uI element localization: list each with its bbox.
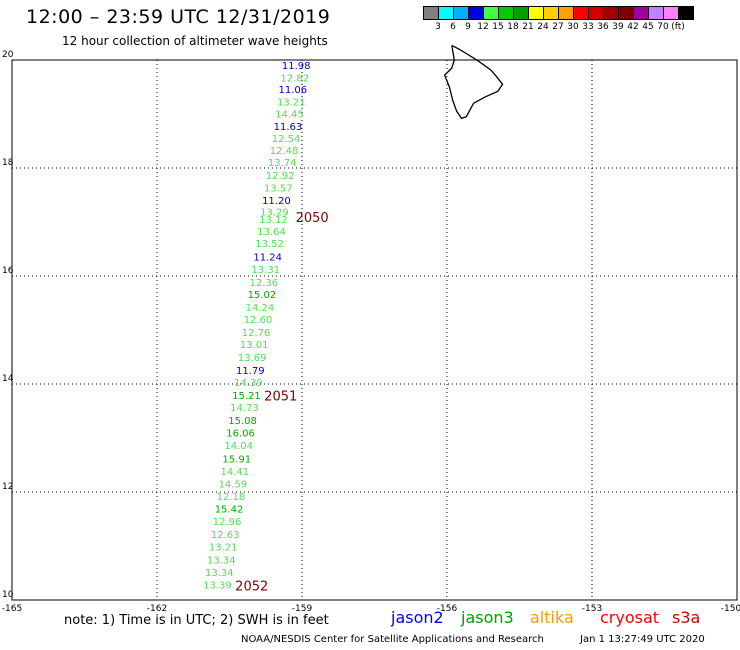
color-scale-label: 27 [552, 22, 564, 32]
color-scale-bar [423, 6, 694, 20]
wave-height-value: 13.52 [255, 239, 284, 250]
wave-height-value: 11.63 [274, 122, 303, 133]
x-tick-label: -156 [437, 604, 458, 614]
y-tick-label: 18 [2, 158, 14, 168]
hour-marker: 2052 [235, 579, 268, 594]
wave-height-value: 13.39 [203, 580, 232, 591]
color-scale-label: 30 [567, 22, 579, 32]
wave-height-value: 12.54 [272, 134, 301, 145]
x-tick-label: -162 [147, 604, 167, 614]
wave-height-value: 14.39 [234, 378, 263, 389]
wave-height-value: 14.24 [246, 303, 275, 314]
wave-height-value: 13.12 [259, 215, 288, 226]
legend-s3a: s3a [672, 608, 701, 627]
coastline-big-island [443, 44, 504, 120]
wave-height-value: 15.02 [248, 290, 277, 301]
wave-height-value: 12.18 [217, 492, 246, 503]
color-scale-label: (ft) [671, 22, 685, 32]
y-tick-label: 14 [2, 374, 14, 384]
wave-height-value: 13.34 [205, 568, 234, 579]
wave-height-value: 14.45 [275, 109, 304, 120]
wave-height-value: 13.34 [207, 556, 236, 567]
color-scale-label: 6 [450, 22, 456, 32]
x-tick-label: -165 [2, 604, 22, 614]
wave-height-value: 14.73 [230, 403, 259, 414]
legend-jason3: jason3 [461, 608, 514, 627]
color-scale-label: 24 [537, 22, 549, 32]
color-scale-label: 9 [465, 22, 471, 32]
wave-height-value: 15.42 [215, 505, 244, 516]
page-subtitle: 12 hour collection of altimeter wave hei… [62, 34, 328, 48]
generated-timestamp: Jan 1 13:27:49 UTC 2020 [580, 634, 705, 645]
wave-height-value: 13.29 [260, 208, 289, 219]
y-tick-label: 20 [2, 50, 14, 60]
credit-text: NOAA/NESDIS Center for Satellite Applica… [241, 634, 544, 645]
wave-height-value: 13.21 [277, 98, 306, 109]
wave-height-value: 16.06 [226, 429, 255, 440]
legend-cryosat: cryosat [600, 608, 660, 627]
wave-height-value: 14.41 [220, 467, 249, 478]
color-scale-labels: 3 6 9 12 15 18 21 24 27 30 33 36 39 42 45 70 (ft) [423, 22, 740, 36]
color-scale-label: 33 [582, 22, 594, 32]
color-scale-label: 12 [477, 22, 489, 32]
color-scale-label: 42 [627, 22, 639, 32]
wave-height-value: 13.57 [264, 183, 293, 194]
page-title: 12:00 – 23:59 UTC 12/31/2019 [26, 6, 331, 28]
legend-jason2: jason2 [391, 608, 444, 627]
wave-height-value: 12.82 [280, 73, 309, 84]
wave-height-value: 12.92 [266, 171, 295, 182]
wave-height-value: 12.36 [249, 278, 278, 289]
color-scale-label: 39 [612, 22, 624, 32]
wave-height-value: 13.01 [240, 340, 269, 351]
wave-height-value: 13.21 [209, 543, 238, 554]
wave-height-value: 11.24 [253, 253, 282, 264]
wave-height-value: 11.20 [262, 196, 291, 207]
color-scale-label: 45 [642, 22, 654, 32]
wave-height-value: 12.63 [211, 530, 240, 541]
x-tick-label: -153 [582, 604, 602, 614]
hour-marker: 2050 [296, 211, 329, 226]
wave-height-value: 12.48 [270, 146, 299, 157]
hour-marker: 2051 [264, 389, 297, 404]
wave-height-value: 14.04 [224, 441, 253, 452]
color-scale-label: 36 [597, 22, 609, 32]
wave-height-value: 11.06 [278, 85, 307, 96]
y-tick-label: 12 [2, 482, 13, 492]
x-tick-label: -159 [292, 604, 313, 614]
wave-height-value: 15.08 [228, 416, 257, 427]
wave-height-value: 13.64 [257, 227, 286, 238]
wave-height-value: 13.69 [238, 353, 267, 364]
y-tick-label: 16 [2, 266, 14, 276]
wave-height-value: 11.79 [236, 366, 265, 377]
color-scale-label: 3 [435, 22, 441, 32]
wave-height-value: 12.60 [244, 315, 273, 326]
y-tick-label: 10 [2, 590, 14, 600]
color-scale-swatch [678, 6, 694, 20]
wave-height-value: 11.98 [282, 61, 311, 72]
color-scale-label: 21 [522, 22, 534, 32]
x-tick-label: -150 [721, 604, 740, 614]
wave-height-value: 12.76 [242, 328, 271, 339]
color-scale-label: 15 [492, 22, 504, 32]
wave-height-value: 12.96 [213, 517, 242, 528]
map-frame [11, 59, 738, 601]
wave-height-value: 15.21 [232, 391, 261, 402]
wave-height-value: 15.91 [222, 455, 251, 466]
color-scale-label: 70 [657, 22, 669, 32]
wave-height-value: 13.31 [251, 265, 280, 276]
footer-note: note: 1) Time is in UTC; 2) SWH is in fe… [64, 613, 329, 628]
wave-height-value: 13.74 [268, 158, 297, 169]
wave-height-value: 14.59 [219, 479, 248, 490]
color-scale-label: 18 [507, 22, 519, 32]
legend-altika: altika [530, 608, 574, 627]
